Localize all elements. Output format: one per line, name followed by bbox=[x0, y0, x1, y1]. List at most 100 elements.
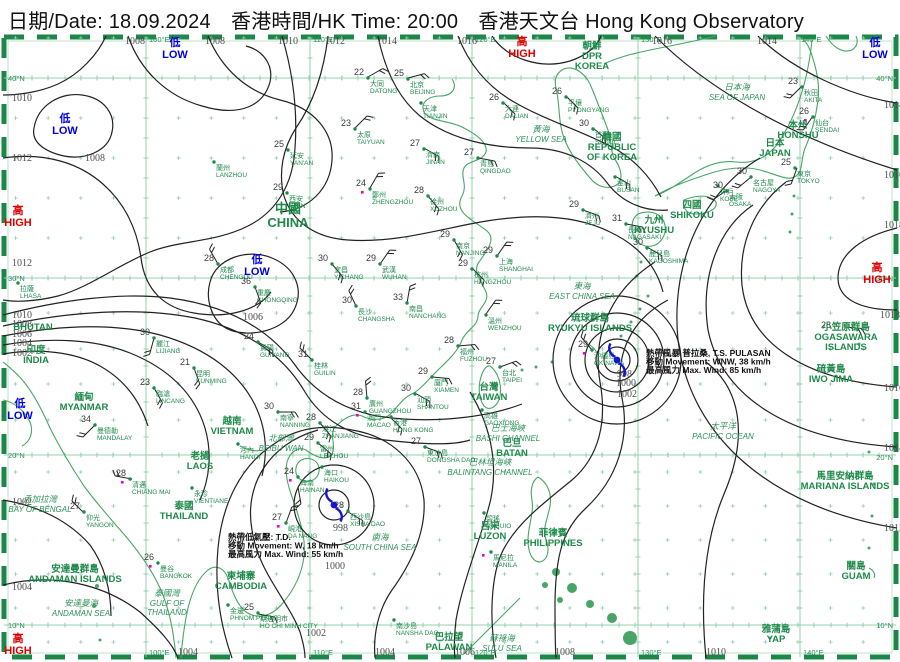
station-dot bbox=[413, 392, 417, 396]
station-dot bbox=[128, 477, 132, 481]
station-temp: 25 bbox=[781, 157, 791, 167]
station-name-en: LANZHOU bbox=[216, 172, 247, 179]
station-name-en: SENDAI bbox=[815, 127, 839, 134]
station-temp: 26 bbox=[144, 552, 154, 562]
station-temp: 26 bbox=[799, 106, 809, 116]
station-name-zh: 釜山 bbox=[617, 178, 631, 187]
isobar-value: 1008 bbox=[85, 153, 105, 164]
isobar-value: 1018 bbox=[880, 310, 900, 321]
station-name-zh: 河內 bbox=[240, 445, 254, 454]
sea-name-en: GULF OF bbox=[150, 599, 186, 608]
station-name-zh: 湛江 bbox=[322, 425, 336, 433]
isobar-ring bbox=[584, 327, 650, 393]
station-temp: 28 bbox=[444, 335, 454, 345]
region-name: THAILAND bbox=[160, 511, 209, 522]
isobar-value: 1006 bbox=[243, 312, 263, 323]
station-dot bbox=[716, 184, 720, 188]
region-name: 巴旦 bbox=[502, 438, 522, 449]
low-label-zh: 低 bbox=[169, 35, 181, 49]
station-name-zh: 延安 bbox=[290, 151, 304, 160]
station-dot bbox=[320, 465, 324, 469]
station-name-en: CHENGDU bbox=[220, 274, 253, 281]
station-name-zh: 拉薩 bbox=[20, 284, 34, 293]
longitude-label: 140°E bbox=[803, 648, 824, 657]
sea-name-en: EAST CHINA SEA bbox=[549, 292, 615, 301]
station-name-en: XUZHOU bbox=[430, 206, 458, 213]
station-dot bbox=[501, 101, 505, 105]
station-name-en: ZHENGZHOU bbox=[372, 199, 413, 206]
sea-name-zh: 泰國灣 bbox=[154, 588, 181, 598]
station-name-zh: 福州 bbox=[460, 347, 474, 356]
region-name: 巴拉望 bbox=[435, 631, 464, 643]
station-name-zh: 杭州 bbox=[474, 270, 488, 279]
region-name: ANDAMAN ISLANDS bbox=[28, 574, 121, 585]
station-dot bbox=[590, 348, 594, 352]
isobar-value: 1010 bbox=[12, 310, 32, 321]
graticule-layer bbox=[4, 36, 896, 657]
station-name-en: XI'AN bbox=[289, 203, 306, 210]
station-temp: 27 bbox=[486, 356, 496, 366]
station-name-en: SHANTOU bbox=[417, 404, 449, 411]
wind-barb bbox=[379, 249, 397, 265]
wind-barb bbox=[285, 505, 299, 524]
station-temp: 29 bbox=[273, 182, 283, 192]
isobars-layer bbox=[2, 35, 898, 659]
wind-barb bbox=[407, 73, 430, 80]
longitude-label: 140°E bbox=[801, 35, 822, 44]
station-name-en: BANGKOK bbox=[160, 573, 193, 580]
region-name: ISLANDS bbox=[825, 342, 867, 353]
station-name-zh: 宜昌 bbox=[334, 265, 348, 274]
station-dot bbox=[365, 396, 369, 400]
isobar-line bbox=[377, 35, 669, 211]
station-dot bbox=[419, 101, 423, 105]
isobar-value: 1002 bbox=[12, 348, 32, 359]
station-name-zh: 秋田 bbox=[804, 88, 818, 97]
sea-name-en: THAILAND bbox=[147, 608, 187, 617]
coast-bengal-delta bbox=[2, 399, 33, 447]
station-temp: 30 bbox=[401, 383, 411, 393]
region-name: PHILIPPINES bbox=[523, 538, 582, 549]
high-label-en: HIGH bbox=[4, 217, 32, 229]
station-temp: 28 bbox=[204, 253, 214, 263]
region-name: 菲律賓 bbox=[539, 527, 568, 539]
station-name-zh: 東京 bbox=[797, 169, 811, 178]
station-dot bbox=[330, 262, 334, 266]
station-name-zh: 溫州 bbox=[488, 316, 502, 325]
low-label-en: LOW bbox=[862, 49, 888, 61]
isobar-line bbox=[127, 35, 272, 111]
station-name-zh: 廈門 bbox=[434, 378, 448, 387]
station-name-zh: 成都 bbox=[220, 265, 234, 274]
station-temp: 36 bbox=[241, 276, 251, 286]
isobar-ring bbox=[318, 489, 350, 521]
isobar-line bbox=[2, 339, 210, 501]
station-dot bbox=[613, 175, 617, 179]
latitude-label: 10°N bbox=[876, 621, 893, 630]
station-name-en: KAGOSHIMA bbox=[649, 258, 689, 265]
station-dot bbox=[190, 486, 194, 490]
longitude-label: 130°E bbox=[641, 648, 662, 657]
station-name-en: HAINAN bbox=[300, 487, 325, 494]
station-dot bbox=[286, 148, 290, 152]
sea-name-zh: 日本海 bbox=[724, 82, 751, 92]
station-dot bbox=[93, 423, 97, 427]
station-name-en: WENZHOU bbox=[488, 325, 522, 332]
isobar-value: 1014 bbox=[884, 443, 900, 454]
station-dot bbox=[310, 358, 314, 362]
station-name-en: HAIKOU bbox=[324, 477, 349, 484]
sea-name-zh: 黃海 bbox=[532, 124, 551, 134]
station-name-zh: 重慶 bbox=[257, 288, 271, 297]
station-temp: 27 bbox=[70, 501, 80, 511]
station-name-en: VIENTIANE bbox=[194, 498, 229, 505]
isobar-value: 1018 bbox=[884, 220, 900, 231]
isobar-line bbox=[2, 350, 149, 427]
station-dot bbox=[296, 475, 300, 479]
station-name-en: NANSHA DAO bbox=[396, 630, 439, 637]
low-label-zh: 低 bbox=[59, 111, 71, 125]
isobar-value: 1004 bbox=[12, 582, 32, 593]
isobar-line bbox=[2, 35, 107, 96]
station-name-en: GUIYANG bbox=[260, 352, 290, 359]
station-dot bbox=[470, 267, 474, 271]
station-name-zh: 馬尼拉 bbox=[493, 553, 514, 562]
latitude-label: 20°N bbox=[876, 453, 893, 462]
station-name-zh: 麗江 bbox=[156, 340, 170, 348]
